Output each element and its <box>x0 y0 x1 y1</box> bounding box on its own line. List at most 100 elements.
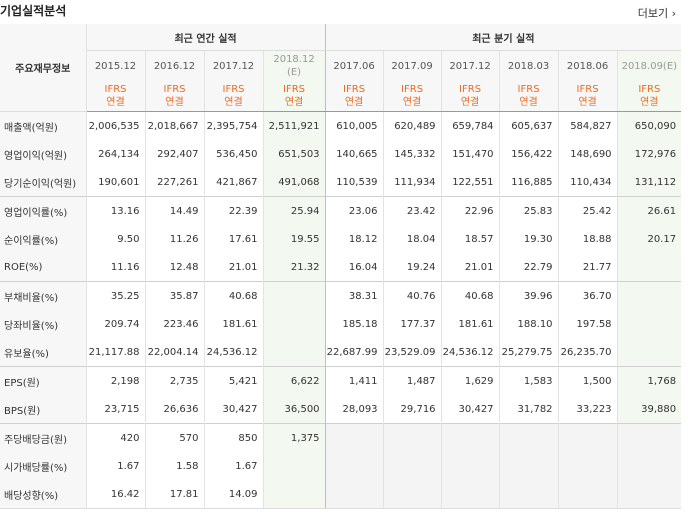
row-label: 영업이익률(%) <box>0 196 86 225</box>
value-cell: 131,112 <box>616 168 682 197</box>
value-cell: 1.67 <box>85 452 145 480</box>
value-cell: 6,622 <box>262 366 326 395</box>
value-cell: 19.24 <box>382 253 442 282</box>
table-row: 영업이익(억원) 264,134 292,407 536,450 651,503 140,… <box>0 140 682 168</box>
basis-label: IFRS 연결 <box>203 81 263 112</box>
value-cell <box>616 281 682 310</box>
value-cell: 650,090 <box>616 111 682 140</box>
table-row: 당기순이익(억원) 190,601 227,261 421,867 491,068 110… <box>0 168 682 197</box>
value-cell: 172,976 <box>616 140 682 168</box>
table-row: 매출액(억원) 2,006,535 2,018,667 2,395,754 2,511,… <box>0 111 682 140</box>
table-row: 유보율(%) 21,117.88 22,004.14 24,536.12 22,687.… <box>0 338 682 367</box>
row-label: 유보율(%) <box>0 338 86 367</box>
row-label: 시가배당률(%) <box>0 452 86 480</box>
value-cell: 190,601 <box>85 168 145 197</box>
table-row: EPS(원) 2,198 2,735 5,421 6,622 1,411 1,487 1,62… <box>0 366 682 395</box>
value-cell: 1,583 <box>498 366 559 395</box>
value-cell: 116,885 <box>498 168 559 197</box>
value-cell: 620,489 <box>382 111 442 140</box>
value-cell: 24,536.12 <box>203 338 263 367</box>
period-header: 2018.12 (E) <box>262 50 326 81</box>
value-cell: 181.61 <box>203 310 263 338</box>
value-cell <box>440 452 500 480</box>
table-row: ROE(%) 11.16 12.48 21.01 21.32 16.04 19.24 21.0… <box>0 253 682 282</box>
value-cell: 223.46 <box>144 310 204 338</box>
period-header: 2016.12 <box>144 50 204 81</box>
value-cell <box>262 480 326 509</box>
value-cell <box>440 423 500 452</box>
value-cell: 26,636 <box>144 395 204 424</box>
value-cell <box>616 253 682 282</box>
value-cell: 20.17 <box>616 225 682 253</box>
value-cell <box>616 338 682 367</box>
value-cell: 28,093 <box>324 395 384 424</box>
value-cell: 33,223 <box>557 395 618 424</box>
value-cell <box>440 480 500 509</box>
value-cell <box>616 310 682 338</box>
value-cell: 292,407 <box>144 140 204 168</box>
period-header: 2017.06 <box>324 50 384 81</box>
value-cell: 19.55 <box>262 225 326 253</box>
value-cell: 5,421 <box>203 366 263 395</box>
period-header: 2017.12 <box>203 50 263 81</box>
value-cell: 22.79 <box>498 253 559 282</box>
value-cell <box>262 452 326 480</box>
value-cell: 850 <box>203 423 263 452</box>
value-cell: 227,261 <box>144 168 204 197</box>
row-label: 매출액(억원) <box>0 111 86 140</box>
value-cell <box>382 452 442 480</box>
value-cell <box>498 423 559 452</box>
value-cell: 605,637 <box>498 111 559 140</box>
value-cell: 536,450 <box>203 140 263 168</box>
value-cell: 264,134 <box>85 140 145 168</box>
value-cell: 25,279.75 <box>498 338 559 367</box>
value-cell: 148,690 <box>557 140 618 168</box>
value-cell: 2,198 <box>85 366 145 395</box>
group-annual-header: 최근 연간 실적 <box>85 24 326 51</box>
value-cell: 23,715 <box>85 395 145 424</box>
value-cell: 659,784 <box>440 111 500 140</box>
value-cell: 151,470 <box>440 140 500 168</box>
value-cell: 39,880 <box>616 395 682 424</box>
value-cell <box>262 338 326 367</box>
value-cell: 12.48 <box>144 253 204 282</box>
value-cell <box>498 452 559 480</box>
value-cell: 209.74 <box>85 310 145 338</box>
basis-label: IFRS 연결 <box>85 81 145 112</box>
row-label: 당기순이익(억원) <box>0 168 86 197</box>
value-cell <box>616 480 682 509</box>
period-header: 2018.09(E) <box>616 50 682 81</box>
value-cell: 26.61 <box>616 196 682 225</box>
value-cell: 610,005 <box>324 111 384 140</box>
more-link[interactable]: 더보기 <box>638 5 676 21</box>
group-quarter-header: 최근 분기 실적 <box>324 24 682 51</box>
basis-label: IFRS 연결 <box>144 81 204 112</box>
value-cell: 420 <box>85 423 145 452</box>
value-cell: 21.77 <box>557 253 618 282</box>
table-row: 순이익률(%) 9.50 11.26 17.61 19.55 18.12 18.04 18.5… <box>0 225 682 253</box>
period-header: 2015.12 <box>85 50 145 81</box>
value-cell <box>557 423 618 452</box>
value-cell: 25.83 <box>498 196 559 225</box>
period-header: 2017.09 <box>382 50 442 81</box>
value-cell: 14.49 <box>144 196 204 225</box>
basis-label: IFRS 연결 <box>382 81 442 112</box>
value-cell <box>324 423 384 452</box>
value-cell: 25.94 <box>262 196 326 225</box>
row-label: EPS(원) <box>0 366 86 395</box>
value-cell <box>616 423 682 452</box>
value-cell: 39.96 <box>498 281 559 310</box>
value-cell: 26,235.70 <box>557 338 618 367</box>
value-cell: 21.01 <box>440 253 500 282</box>
value-cell: 40.76 <box>382 281 442 310</box>
value-cell: 1,411 <box>324 366 384 395</box>
value-cell: 13.16 <box>85 196 145 225</box>
value-cell <box>324 452 384 480</box>
table-row: 시가배당률(%) 1.67 1.58 1.67 <box>0 452 682 480</box>
value-cell <box>382 423 442 452</box>
row-label: 배당성향(%) <box>0 480 86 509</box>
table-row: BPS(원) 23,715 26,636 30,427 36,500 28,093 29,7… <box>0 395 682 424</box>
value-cell: 2,511,921 <box>262 111 326 140</box>
value-cell: 17.81 <box>144 480 204 509</box>
value-cell <box>324 480 384 509</box>
